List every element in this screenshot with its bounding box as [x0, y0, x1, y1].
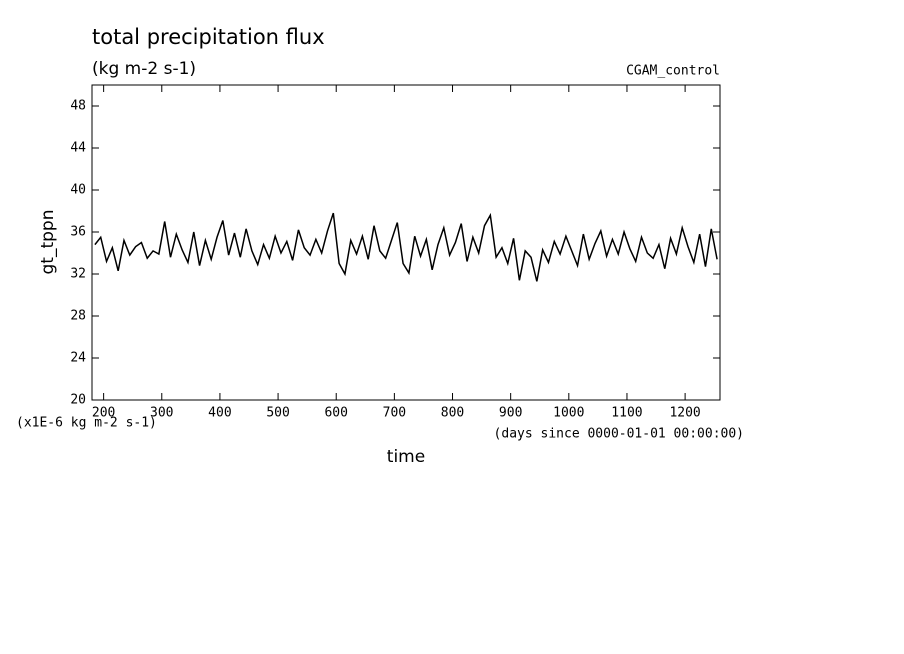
annotation: CGAM_control: [626, 64, 720, 79]
y-tick-label: 40: [70, 183, 86, 198]
x-tick-label: 1200: [669, 406, 700, 421]
y-tick-label: 48: [70, 99, 86, 114]
x-tick-label: 800: [441, 406, 464, 421]
y-tick-label: 28: [70, 309, 86, 324]
y-tick-label: 36: [70, 225, 86, 240]
x-tick-label: 400: [208, 406, 231, 421]
x-tick-label: 600: [324, 406, 347, 421]
data-line: [94, 212, 718, 282]
x-tick-label: 900: [499, 406, 522, 421]
y-units: (x1E-6 kg m-2 s-1): [16, 416, 157, 431]
x-tick-label: 1000: [553, 406, 584, 421]
y-axis-label: gt_tppn: [38, 210, 58, 275]
x-axis-label: time: [387, 447, 425, 467]
y-tick-label: 44: [70, 141, 86, 156]
chart-subtitle: (kg m-2 s-1): [92, 59, 196, 79]
y-tick-label: 24: [70, 351, 86, 366]
y-tick-label: 20: [70, 393, 86, 408]
plot-frame: [91, 84, 721, 401]
x-tick-label: 500: [266, 406, 289, 421]
x-tick-label: 200: [92, 406, 115, 421]
x-tick-label: 1100: [611, 406, 642, 421]
x-units: (days since 0000-01-01 00:00:00): [494, 427, 744, 442]
chart-title: total precipitation flux: [92, 25, 325, 49]
x-tick-label: 300: [150, 406, 173, 421]
y-tick-label: 32: [70, 267, 86, 282]
x-tick-label: 700: [383, 406, 406, 421]
